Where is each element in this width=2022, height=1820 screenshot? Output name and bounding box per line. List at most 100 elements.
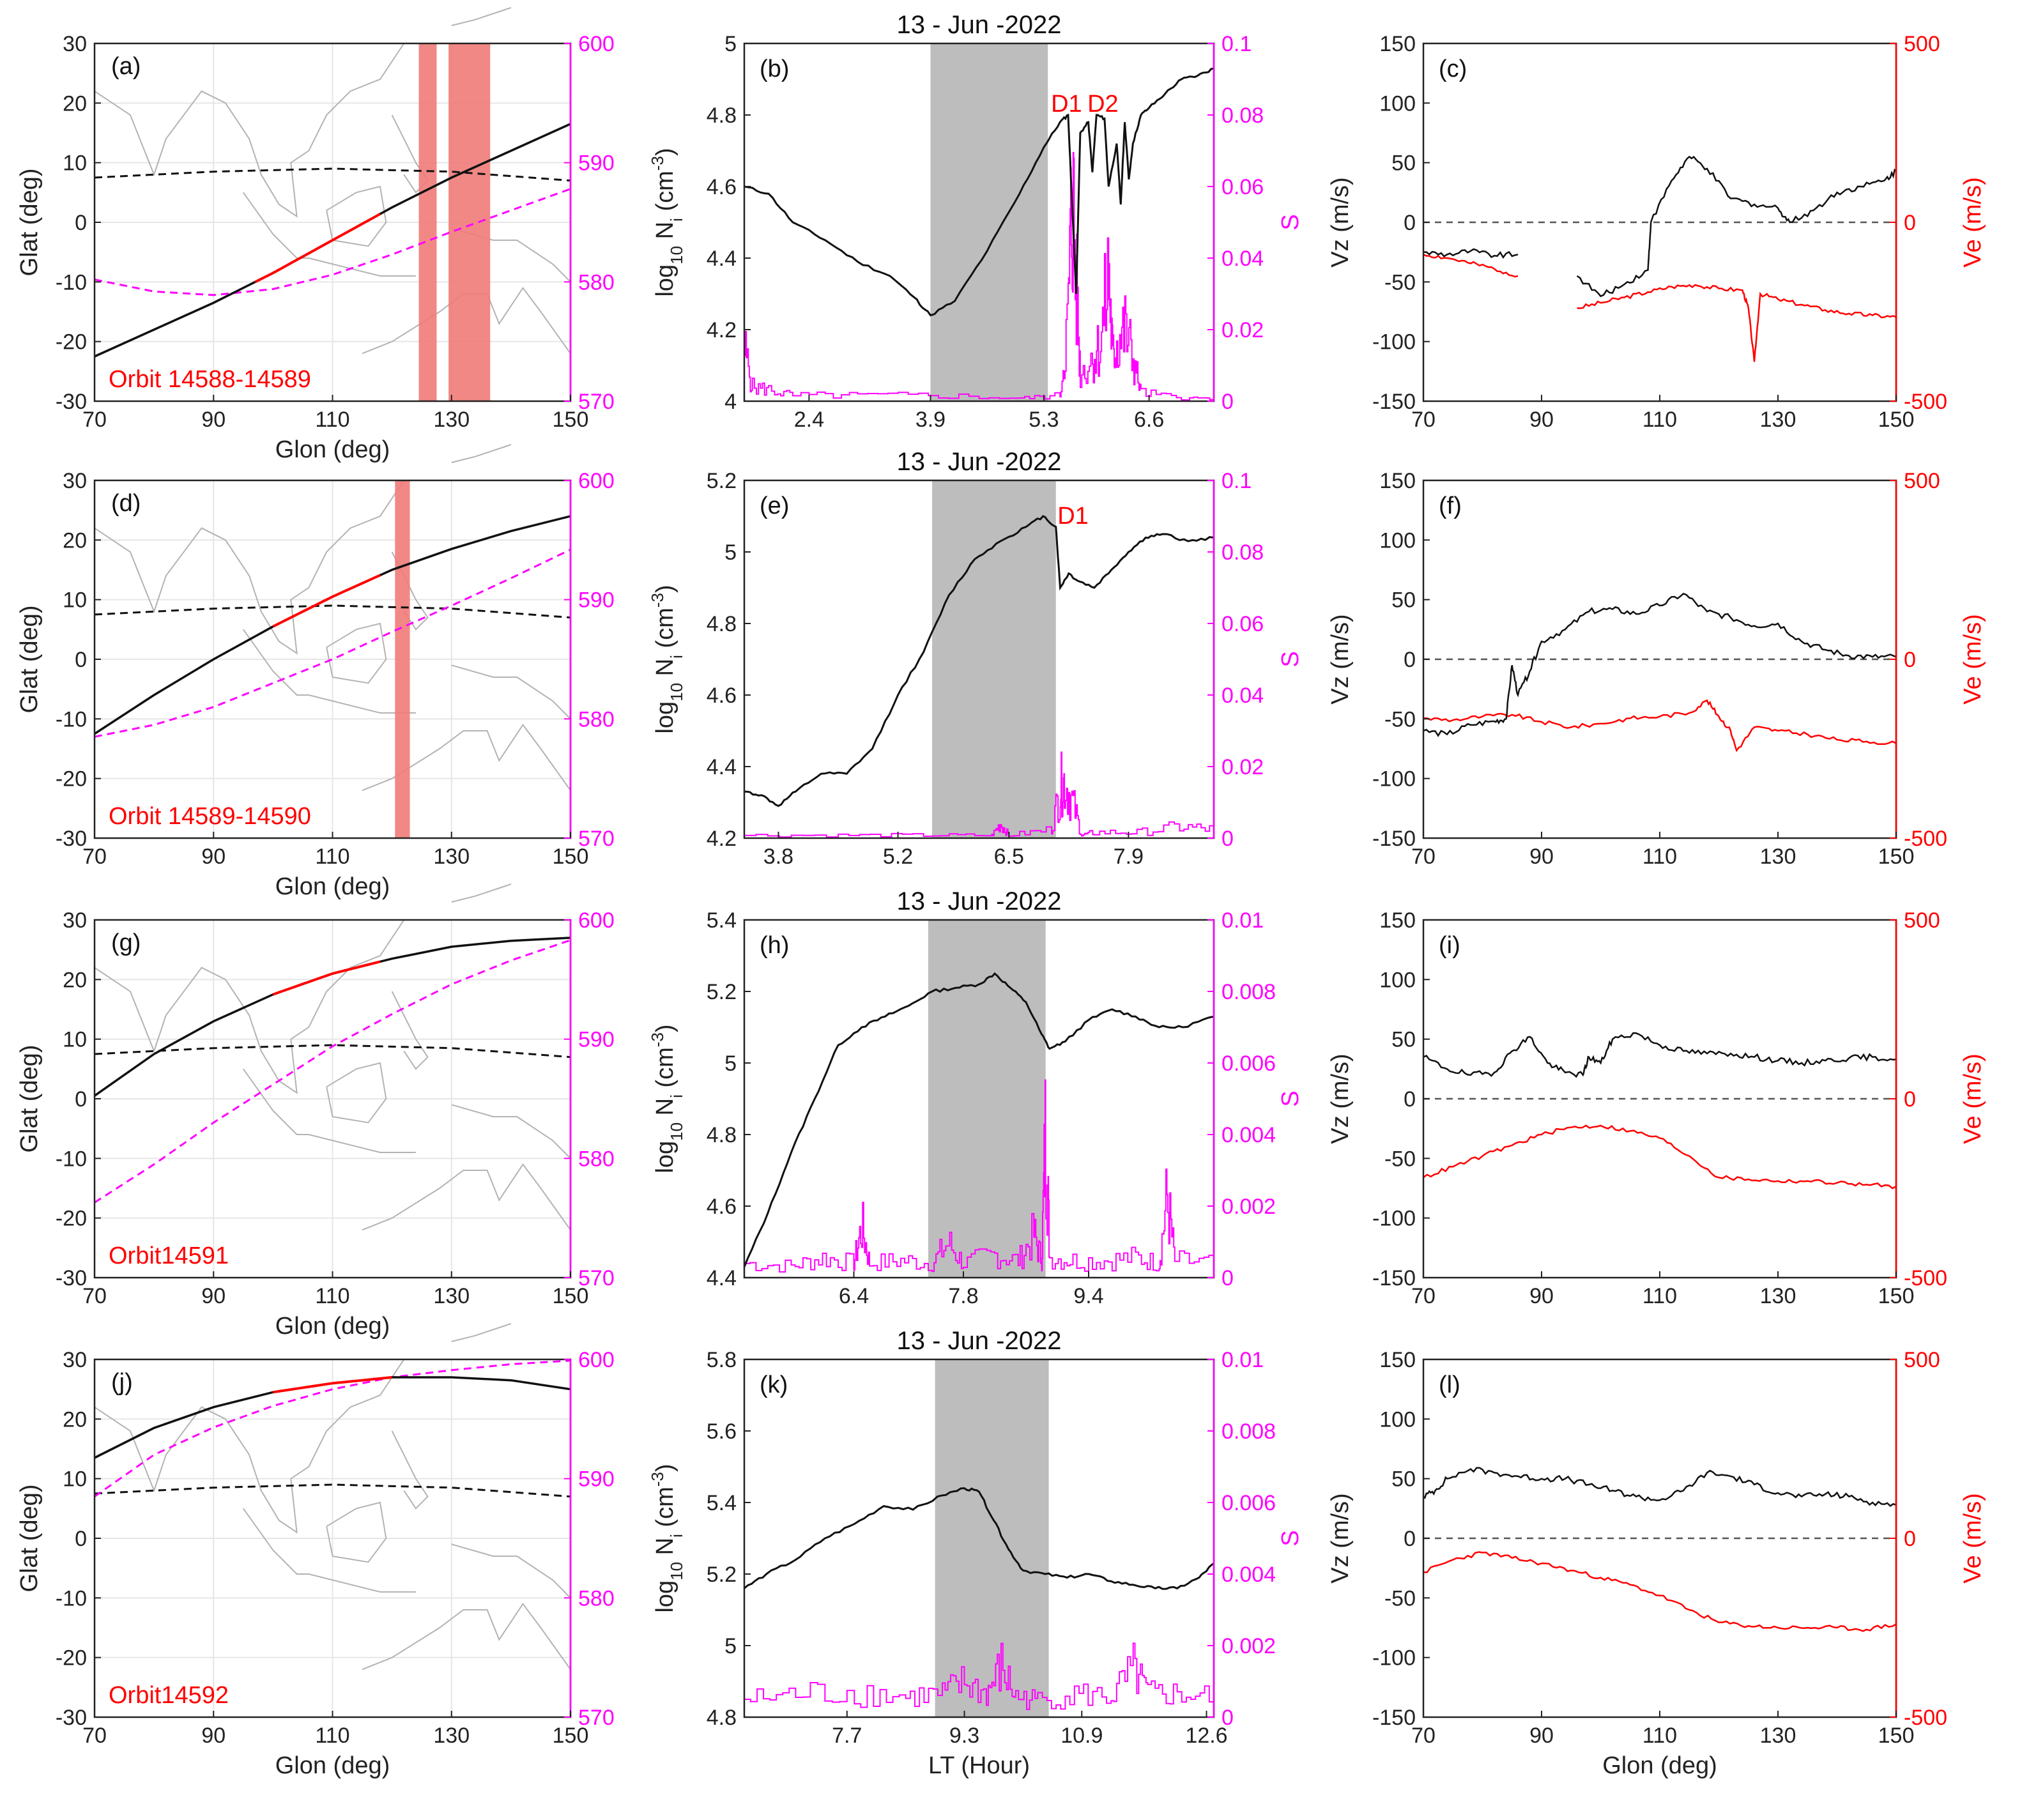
x-tick-label: 90 — [1529, 1284, 1554, 1308]
y-tick-label: 50 — [1391, 151, 1416, 176]
y2-tick-label: 0.04 — [1222, 684, 1264, 708]
x-tick-label: 110 — [1643, 845, 1677, 869]
orbit-label: Orbit14592 — [109, 1682, 229, 1709]
x-tick-label: 90 — [201, 1284, 226, 1308]
y2-tick-label: -500 — [1904, 1706, 1947, 1730]
y2-tick-label: 0.1 — [1222, 469, 1252, 493]
coastline — [242, 192, 309, 259]
panel-tag: (h) — [760, 932, 789, 959]
y-tick-label: 100 — [1379, 968, 1416, 992]
altitude-line — [94, 939, 571, 1204]
y2-tick-label: 590 — [578, 588, 615, 613]
y2-axis-label: Ve (m/s) — [1959, 177, 1986, 267]
vz-series — [1423, 1032, 1897, 1078]
coastline — [362, 1163, 571, 1231]
x-tick-label: 150 — [553, 408, 589, 432]
event-label: D1 — [1057, 503, 1089, 530]
y-tick-label: -50 — [1384, 1147, 1416, 1171]
panel-tag: (f) — [1439, 493, 1462, 519]
y-axis-label: Vz (m/s) — [1327, 177, 1354, 267]
x-tick-label: 130 — [1760, 408, 1796, 432]
panel-tag: (i) — [1439, 932, 1460, 959]
y-tick-label: -20 — [56, 1207, 87, 1231]
v-panel-0: 70 90 110 130 150-150-100-50050100150-500050… — [1327, 32, 1986, 432]
y2-tick-label: -500 — [1904, 827, 1947, 851]
y-tick-label: 0 — [1404, 1527, 1416, 1551]
y2-tick-label: 0.08 — [1222, 540, 1264, 565]
y-tick-label: 0 — [1404, 648, 1416, 672]
y2-tick-label: 0 — [1904, 1087, 1916, 1112]
y-tick-label: -150 — [1372, 1266, 1416, 1290]
y-tick-label: -100 — [1372, 767, 1416, 791]
y2-tick-label: 600 — [578, 908, 615, 933]
x-tick-label: 6.4 — [839, 1284, 869, 1308]
y2-tick-label: 0 — [1222, 1266, 1234, 1290]
y-tick-label: 4.4 — [707, 755, 737, 779]
x-axis-label: Glon (deg) — [275, 1752, 390, 1779]
x-tick-label: 5.2 — [883, 845, 913, 869]
y-axis-label: log10 Ni (cm-3) — [648, 585, 686, 733]
event-band — [418, 43, 437, 401]
y-tick-label: 10 — [63, 151, 87, 176]
panel-title: 13 - Jun -2022 — [897, 11, 1062, 39]
s-index-series — [744, 1079, 1214, 1273]
y2-tick-label: -500 — [1904, 1266, 1947, 1290]
coastline — [326, 1501, 387, 1563]
x-tick-label: 7.8 — [948, 1284, 978, 1308]
y2-tick-label: 0.002 — [1222, 1634, 1276, 1658]
x-axis-label: Glon (deg) — [1602, 1752, 1717, 1779]
y-tick-label: 100 — [1379, 91, 1416, 116]
vz-series — [1423, 248, 1519, 259]
y2-tick-label: 570 — [578, 1706, 615, 1730]
panel-tag: (l) — [1439, 1372, 1460, 1398]
ni-series — [743, 972, 1214, 1267]
map-panel-2: 70 90 110 130 150 -30 -20 -10 0 10 20 30 570 580 590 60… — [16, 883, 615, 1340]
y-tick-label: 5.8 — [707, 1348, 737, 1372]
y-axis-label: Glat (deg) — [16, 169, 43, 277]
x-axis-label: Glon (deg) — [275, 1313, 390, 1340]
y-axis-label: Glat (deg) — [16, 1485, 43, 1593]
y-tick-label: 10 — [63, 588, 87, 613]
x-tick-label: 9.3 — [949, 1724, 979, 1748]
ni-series — [744, 1487, 1214, 1590]
y-tick-label: 20 — [63, 968, 87, 992]
coastline — [309, 1134, 416, 1153]
y-tick-label: 30 — [63, 908, 87, 933]
y2-tick-label: 0.1 — [1222, 32, 1252, 56]
y-tick-label: 150 — [1379, 1348, 1416, 1372]
y-tick-label: 5.2 — [707, 1563, 737, 1587]
x-tick-label: 150 — [553, 845, 589, 869]
y-tick-label: -20 — [56, 1646, 87, 1671]
x-tick-label: 3.9 — [915, 408, 946, 432]
coastline — [451, 1104, 571, 1159]
y-tick-label: 30 — [63, 1348, 87, 1372]
y2-tick-label: 0.06 — [1222, 175, 1264, 199]
y2-axis-label: S — [1277, 1530, 1304, 1546]
y2-tick-label: 500 — [1904, 32, 1940, 56]
y-tick-label: -100 — [1372, 1207, 1416, 1231]
y-tick-label: 150 — [1379, 469, 1416, 493]
x-tick-label: 110 — [315, 408, 349, 432]
coastline — [242, 1068, 309, 1135]
y-tick-label: 4.6 — [707, 1195, 737, 1219]
coastline — [451, 883, 512, 903]
x-tick-label: 90 — [201, 1724, 226, 1748]
vz-series — [1576, 155, 1897, 298]
event-label: D2 — [1087, 91, 1119, 118]
v-panel-2: 70 90 110 130 150-150-100-50050100150-500050… — [1327, 908, 1986, 1308]
y-tick-label: 0 — [1404, 211, 1416, 235]
y-tick-label: -100 — [1372, 1646, 1416, 1671]
x-tick-label: 90 — [1529, 1724, 1554, 1748]
x-tick-label: 3.8 — [763, 845, 793, 869]
y2-tick-label: 0.008 — [1222, 980, 1276, 1004]
y2-tick-label: 570 — [578, 1266, 615, 1290]
x-tick-label: 110 — [1643, 408, 1677, 432]
panel-tag: (g) — [111, 929, 141, 956]
y-tick-label: 4.8 — [707, 1706, 737, 1730]
y-tick-label: 5.4 — [707, 908, 737, 933]
ni-panel-1: 3.8 5.2 6.5 7.9 4.2 4.4 4.6 4.8 5 5.2 0 0.02 0.04 0.0… — [648, 448, 1304, 869]
ve-series — [1423, 1124, 1897, 1189]
y-tick-label: -150 — [1372, 390, 1416, 414]
coastline — [451, 664, 571, 720]
event-label: D1 — [1051, 91, 1082, 118]
